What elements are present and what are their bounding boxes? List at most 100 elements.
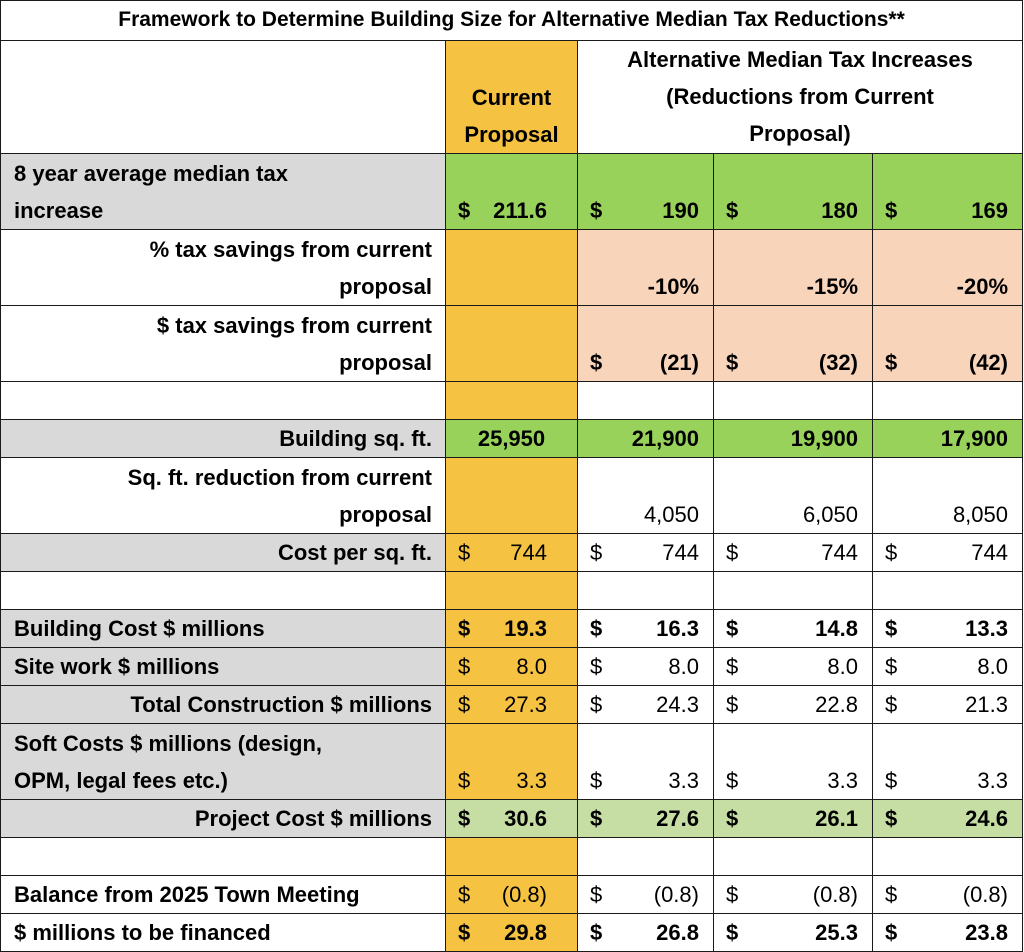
alternative-value: $8.0 <box>577 647 714 686</box>
currency-symbol: $ <box>726 768 739 793</box>
currency-symbol: $ <box>458 692 471 717</box>
currency-symbol: $ <box>458 540 471 565</box>
row-label: Total Construction $ millions <box>0 685 446 724</box>
alternative-value: $3.3 <box>872 723 1023 800</box>
row-label-line: $ millions to be financed <box>14 920 271 945</box>
value: 25,950 <box>477 426 546 451</box>
currency-symbol: $ <box>590 920 603 945</box>
alternative-value: $744 <box>577 533 714 572</box>
value: 8,050 <box>952 502 1008 527</box>
value: 14.8 <box>815 616 858 641</box>
row-label: Site work $ millions <box>0 647 446 686</box>
value: (32) <box>818 350 858 375</box>
value: -10% <box>647 274 699 299</box>
blank-row-label <box>0 571 446 610</box>
alternative-value: $14.8 <box>713 609 873 648</box>
current-proposal-value: $29.8 <box>445 913 578 952</box>
value: 8.0 <box>977 654 1008 679</box>
row-label: Balance from 2025 Town Meeting <box>0 875 446 914</box>
alternative-value: $3.3 <box>577 723 714 800</box>
currency-symbol: $ <box>726 616 739 641</box>
currency-symbol: $ <box>590 654 603 679</box>
value: 180 <box>821 198 858 223</box>
current-proposal-value: $3.3 <box>445 723 578 800</box>
currency-symbol: $ <box>458 654 471 679</box>
value: 22.8 <box>815 692 858 717</box>
value: 8.0 <box>827 654 858 679</box>
alternative-value: $ (0.8) <box>872 875 1023 914</box>
value: 744 <box>821 540 858 565</box>
current-proposal-value: $27.3 <box>445 685 578 724</box>
currency-symbol: $ <box>590 882 603 907</box>
current-proposal-value <box>445 229 578 306</box>
currency-symbol: $ <box>885 198 898 223</box>
row-label: Building sq. ft. <box>0 419 446 458</box>
alternative-value: 17,900 <box>872 419 1023 458</box>
currency-symbol: $ <box>458 806 471 831</box>
currency-symbol: $ <box>885 350 898 375</box>
row-label-line: OPM, legal fees etc.) <box>14 768 228 793</box>
blank-row-current <box>445 837 578 876</box>
currency-symbol: $ <box>885 882 898 907</box>
row-label-line: Sq. ft. reduction from current <box>127 465 432 490</box>
blank-row-alt <box>872 837 1023 876</box>
currency-symbol: $ <box>726 920 739 945</box>
alternative-value: $26.1 <box>713 799 873 838</box>
table-title: Framework to Determine Building Size for… <box>0 0 1023 41</box>
alternative-value: $8.0 <box>872 647 1023 686</box>
blank-row-current <box>445 571 578 610</box>
row-label-line: Soft Costs $ millions (design, <box>14 731 323 756</box>
value: 16.3 <box>656 616 699 641</box>
alternative-value: $ (21) <box>577 305 714 382</box>
header-alt-line1: Alternative Median Tax Increases <box>627 47 973 72</box>
value: 3.3 <box>977 768 1008 793</box>
currency-symbol: $ <box>726 882 739 907</box>
value: 190 <box>662 198 699 223</box>
value: 23.8 <box>965 920 1008 945</box>
currency-symbol: $ <box>726 654 739 679</box>
currency-symbol: $ <box>885 768 898 793</box>
alternative-value: $13.3 <box>872 609 1023 648</box>
blank-row-alt <box>872 381 1023 420</box>
current-proposal-value <box>445 457 578 534</box>
alternative-value: 21,900 <box>577 419 714 458</box>
value: 169 <box>971 198 1008 223</box>
currency-symbol: $ <box>885 616 898 641</box>
currency-symbol: $ <box>458 198 471 223</box>
value: -20% <box>956 274 1008 299</box>
row-label: Sq. ft. reduction from current proposal <box>0 457 446 534</box>
currency-symbol: $ <box>590 198 603 223</box>
currency-symbol: $ <box>590 350 603 375</box>
value: (0.8) <box>962 882 1008 907</box>
value: 21.3 <box>965 692 1008 717</box>
value: 24.6 <box>965 806 1008 831</box>
currency-symbol: $ <box>885 654 898 679</box>
value: (0.8) <box>653 882 699 907</box>
currency-symbol: $ <box>885 806 898 831</box>
value: 8.0 <box>516 654 547 679</box>
value: -15% <box>806 274 858 299</box>
value: (0.8) <box>812 882 858 907</box>
alternative-value: -20% <box>872 229 1023 306</box>
table-title-text: Framework to Determine Building Size for… <box>118 8 905 31</box>
row-label-line: proposal <box>339 350 432 375</box>
value: (42) <box>968 350 1008 375</box>
value: 30.6 <box>504 806 547 831</box>
value: 19.3 <box>504 616 547 641</box>
current-proposal-value: 25,950 <box>445 419 578 458</box>
value: 8.0 <box>668 654 699 679</box>
alternative-value: $ (42) <box>872 305 1023 382</box>
value: 744 <box>662 540 699 565</box>
alternative-value: -10% <box>577 229 714 306</box>
alternative-value: $23.8 <box>872 913 1023 952</box>
value: (21) <box>659 350 699 375</box>
row-label-line: % tax savings from current <box>149 237 432 262</box>
blank-row-label <box>0 837 446 876</box>
alternative-value: 8,050 <box>872 457 1023 534</box>
blank-row-alt <box>713 571 873 610</box>
currency-symbol: $ <box>885 692 898 717</box>
row-label-line: Cost per sq. ft. <box>277 540 432 565</box>
row-label-line: proposal <box>339 274 432 299</box>
row-label-line: $ tax savings from current <box>156 313 432 338</box>
